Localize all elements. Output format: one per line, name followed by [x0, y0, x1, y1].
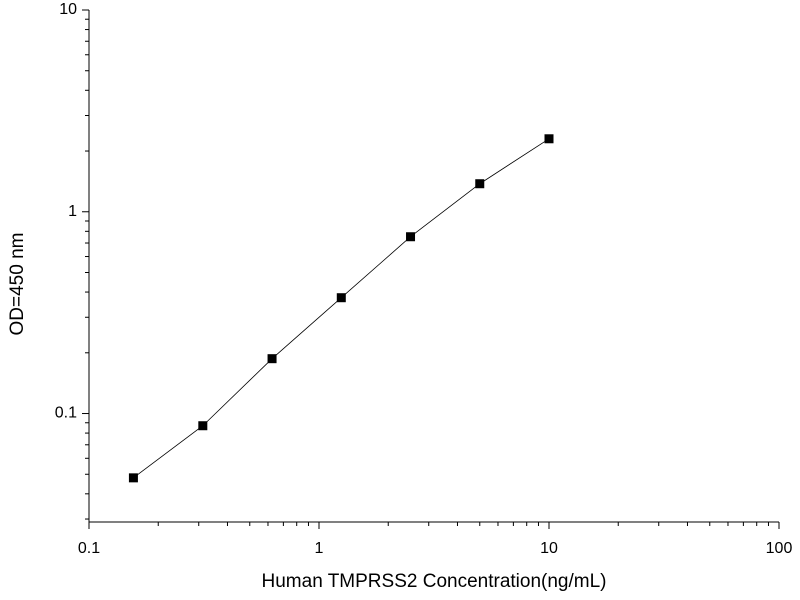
y-tick-label: 1: [68, 203, 77, 220]
x-tick-label: 1: [315, 540, 324, 557]
x-tick-label: 0.1: [78, 540, 100, 557]
x-tick-label: 10: [540, 540, 558, 557]
data-point: [475, 179, 485, 189]
data-point: [406, 232, 416, 242]
data-point: [336, 293, 346, 303]
y-tick-label: 10: [59, 1, 77, 18]
data-line: [133, 138, 550, 479]
x-tick-label: 100: [766, 540, 793, 557]
y-axis-title: OD=450 nm: [7, 233, 28, 336]
data-point: [128, 473, 138, 483]
data-point: [544, 134, 554, 144]
x-axis-title: Human TMPRSS2 Concentration(ng/mL): [262, 571, 607, 592]
data-point: [198, 421, 208, 431]
data-point: [267, 354, 277, 364]
y-tick-label: 0.1: [55, 405, 77, 422]
